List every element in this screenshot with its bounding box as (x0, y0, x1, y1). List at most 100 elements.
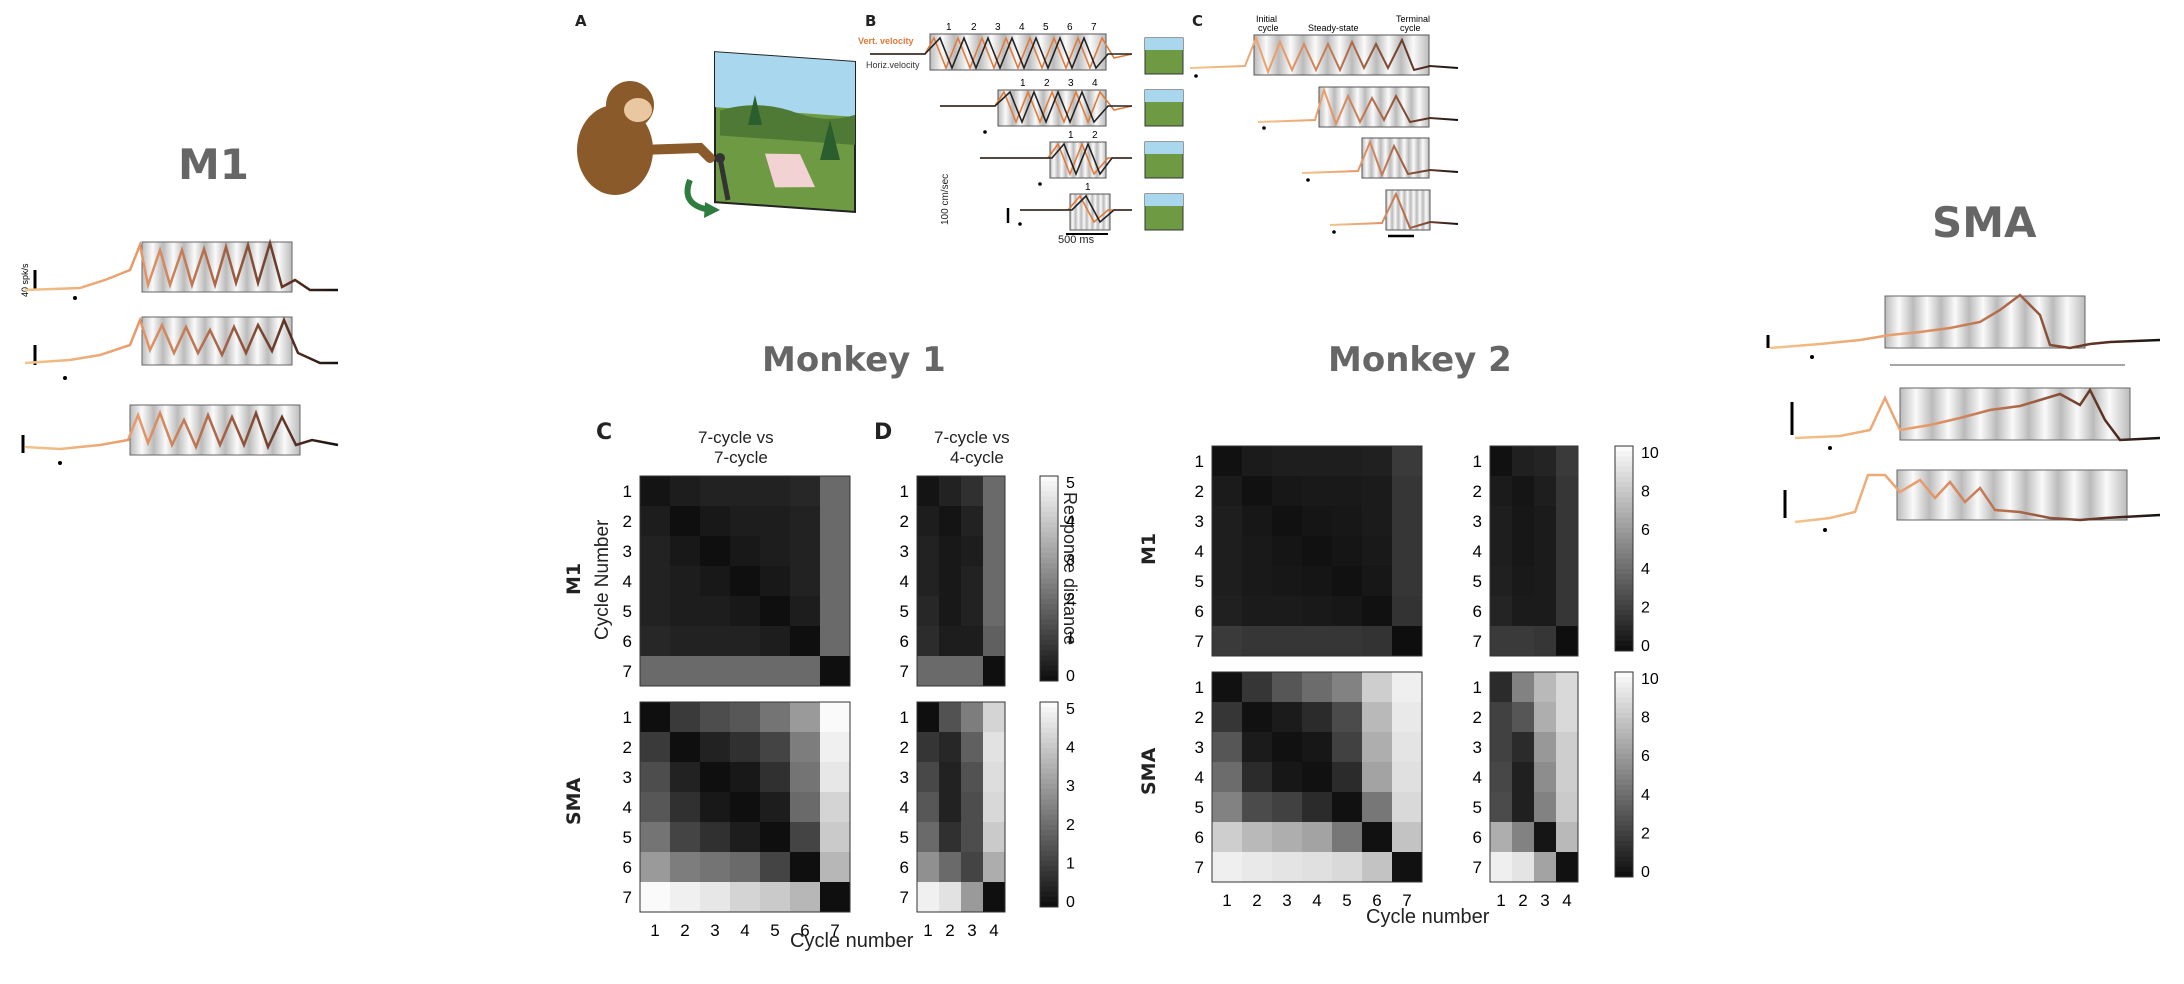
colorbar-sma-monkey1-swatch (1040, 768, 1058, 775)
heatmap-cell (1556, 822, 1578, 852)
colorbar-sma-monkey2-swatch (1615, 687, 1633, 693)
heatmap-cell (1392, 852, 1422, 882)
heatmap-cell (1272, 822, 1302, 852)
colorbar-m1-monkey1-tick: 2 (1066, 591, 1075, 608)
colorbar-m1-monkey2-swatch (1615, 620, 1633, 626)
colorbar-m1-monkey1-swatch (1040, 537, 1058, 544)
colorbar-sma-monkey1-swatch (1040, 794, 1058, 800)
x-tick-label: 2 (680, 921, 689, 940)
heatmap-cell (983, 476, 1005, 506)
colorbar-sma-monkey1-tick: 4 (1066, 740, 1075, 757)
heatmap-cell (640, 596, 670, 626)
y-tick-label: 7 (1195, 858, 1204, 877)
x-tick-label: 1 (650, 921, 659, 940)
colorbar-m1-monkey2-swatch (1615, 476, 1633, 483)
heatmap-cell (1490, 626, 1512, 656)
colorbar-sma-monkey2-swatch (1615, 677, 1633, 683)
heatmap-cell (961, 596, 983, 626)
heatmap-cell (1362, 536, 1392, 566)
phase-terminal-l1: Terminal (1396, 14, 1430, 24)
heatmap-cell (730, 732, 760, 762)
cycle-label: 5 (1043, 22, 1049, 33)
heatmap-cell (1534, 792, 1556, 822)
x-tick-label: 4 (1312, 891, 1321, 910)
colorbar-sma-monkey2-swatch (1615, 871, 1633, 878)
colorbar-sma-monkey1-swatch (1040, 809, 1058, 816)
colorbar-m1-monkey2-swatch (1615, 553, 1633, 560)
y-tick-label: 6 (1195, 602, 1204, 621)
heatmap-cell (939, 762, 961, 792)
cycle-label: 2 (1092, 130, 1098, 141)
colorbar-m1-monkey2-swatch (1615, 594, 1633, 601)
heatmap-cell (790, 656, 820, 686)
colorbar-sma-monkey2-swatch (1615, 836, 1633, 842)
y-tick-label: 1 (1473, 452, 1482, 471)
colorbar-m1-monkey2-swatch (1615, 563, 1633, 570)
colorbar-m1-monkey1-swatch (1040, 629, 1058, 636)
colorbar-sma-monkey1-swatch (1040, 784, 1058, 790)
heatmap-cell (730, 656, 760, 686)
heatmap-cell (1332, 566, 1362, 596)
heatmap-cell (1534, 732, 1556, 762)
colorbar-sma-monkey1-frame (1039, 701, 1059, 908)
heatmap-cell (917, 732, 939, 762)
heatmap-cell (1490, 566, 1512, 596)
heatmap-cell (790, 732, 820, 762)
heatmap-cell (1302, 792, 1332, 822)
heatmap-cell (983, 566, 1005, 596)
colorbar-sma-monkey1-swatch (1040, 845, 1058, 852)
heatmap-cell (760, 702, 790, 732)
heatmap-cell (939, 732, 961, 762)
x-tick-label: 4 (989, 921, 998, 940)
colorbar-sma-monkey2-swatch (1615, 682, 1633, 688)
heatmap-cell (983, 596, 1005, 626)
colorbar-sma-monkey1-swatch (1040, 881, 1058, 887)
heatmap-cell (1242, 732, 1272, 762)
colorbar-m1-monkey2-swatch (1615, 610, 1633, 616)
heatmap-cell (1302, 566, 1332, 596)
colorbar-m1-monkey1-swatch (1040, 476, 1058, 482)
heatmap-cell (1392, 626, 1422, 656)
x-tick-label: 4 (740, 921, 749, 940)
colorbar-sma-monkey1-swatch (1040, 778, 1058, 785)
heatmap-cell (820, 656, 850, 686)
heatmap-cell (760, 476, 790, 506)
heatmap-cell (1302, 732, 1332, 762)
heatmap-cell (917, 506, 939, 536)
heatmap-cell (1534, 566, 1556, 596)
heatmap-cell (1512, 476, 1534, 506)
heatmap-cell (1362, 506, 1392, 536)
heatmap-frame (916, 475, 1006, 687)
heatmap-cell (760, 506, 790, 536)
heatmap-cell (1556, 506, 1578, 536)
heatmap-cell (1392, 446, 1422, 476)
heatmap-cell (917, 656, 939, 686)
colorbar-sma-monkey1-swatch (1040, 773, 1058, 780)
sma-traces (1766, 293, 2161, 532)
heatmap-cell (939, 822, 961, 852)
heatmap-cell (1534, 596, 1556, 626)
y-tick-label: 2 (900, 512, 909, 531)
colorbar-sma-monkey2-swatch (1615, 733, 1633, 740)
heatmap-cell (1362, 732, 1392, 762)
heatmap-cell (961, 626, 983, 656)
heatmap-cell (1272, 732, 1302, 762)
heatmap-cell (1362, 566, 1392, 596)
colorbar-m1-monkey2-swatch (1615, 451, 1633, 457)
heatmap-cell (1556, 792, 1578, 822)
heatmap-cell (1490, 762, 1512, 792)
heatmap-cell (1302, 476, 1332, 506)
colorbar-sma-monkey2-tick: 0 (1641, 864, 1650, 881)
y-tick-label: 7 (1195, 632, 1204, 651)
velocity-traces: 1 2 3 4 5 6 7 1 2 3 4 1 2 1 (870, 22, 1184, 235)
heatmap-cell (790, 822, 820, 852)
heatmap-cell (917, 702, 939, 732)
colorbar-m1-monkey2-swatch (1615, 640, 1633, 647)
colorbar-m1-monkey1-swatch (1040, 624, 1058, 631)
heatmap-cell (1302, 762, 1332, 792)
y-tick-label: 1 (1195, 678, 1204, 697)
heatmap-cell (1302, 596, 1332, 626)
colorbar-m1-monkey1-swatch (1040, 593, 1058, 600)
colorbar-m1-monkey1-swatch (1040, 583, 1058, 590)
colorbar-m1-monkey1-frame (1039, 475, 1059, 682)
